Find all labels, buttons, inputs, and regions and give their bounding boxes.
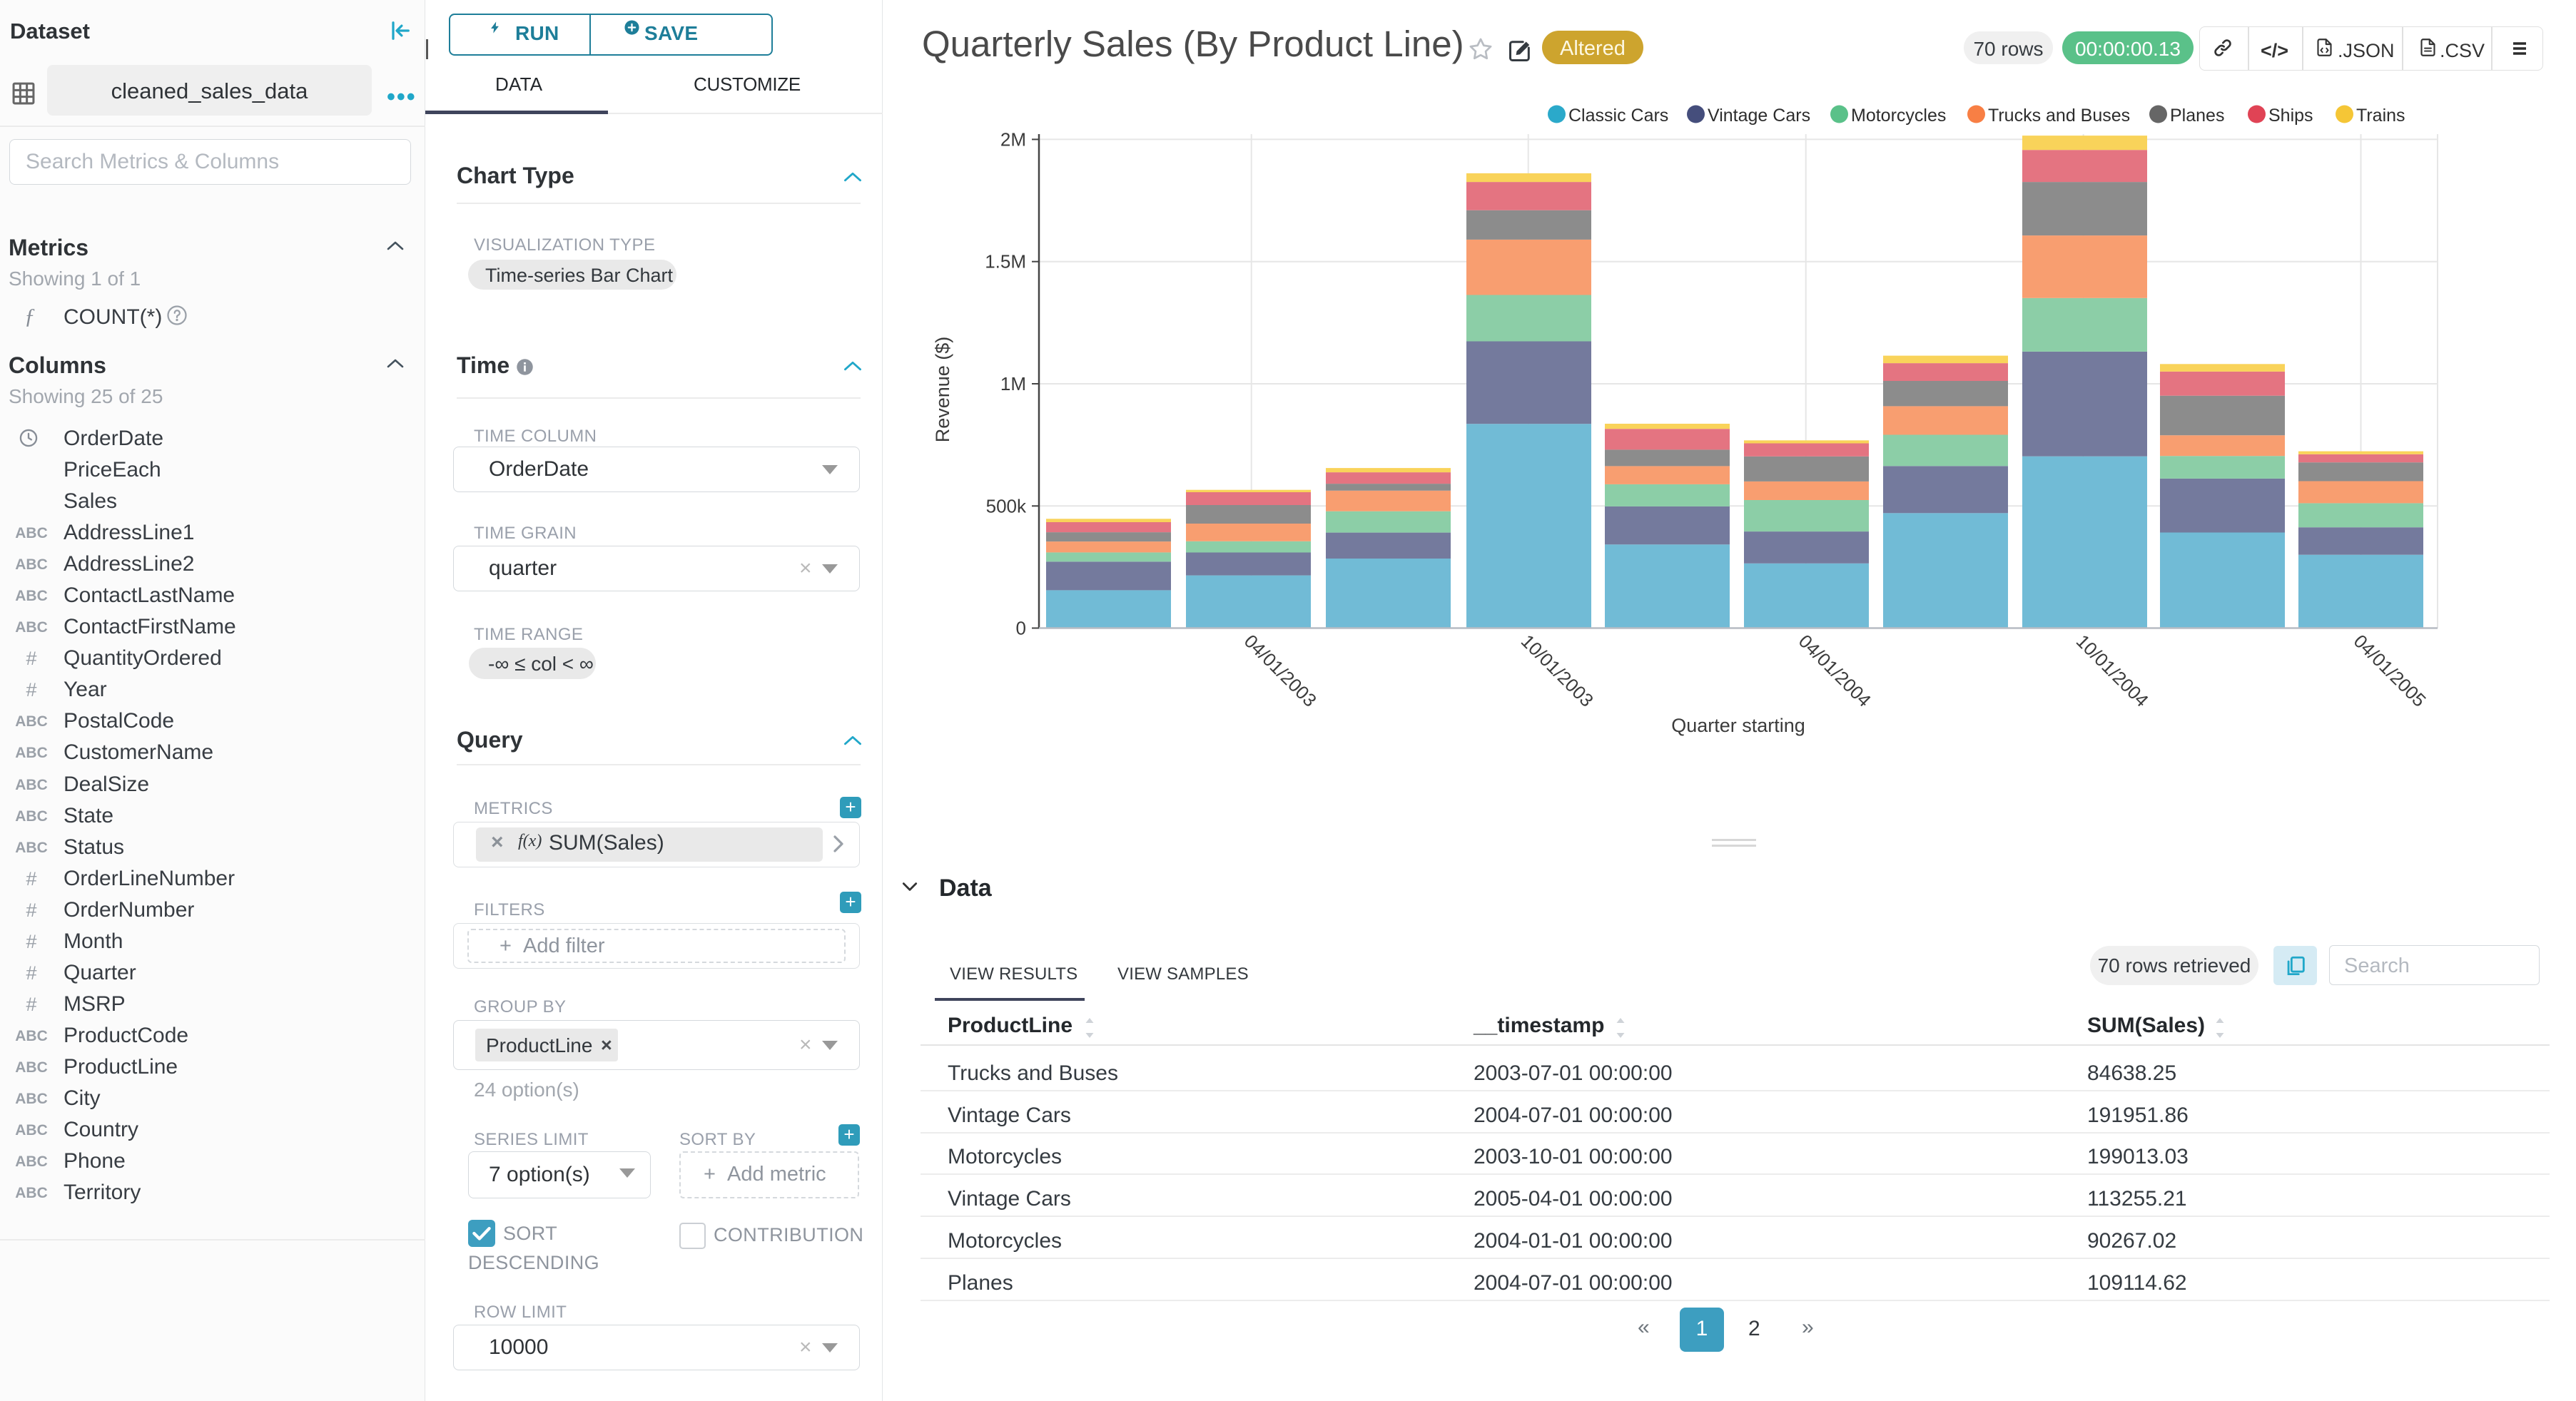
svg-text:Vintage Cars: Vintage Cars bbox=[1708, 106, 1810, 126]
svg-text:10/01/2004: 10/01/2004 bbox=[2072, 630, 2153, 710]
svg-text:1M: 1M bbox=[1000, 373, 1026, 394]
svg-text:10/01/2003: 10/01/2003 bbox=[1517, 630, 1598, 710]
svg-text:04/01/2005: 04/01/2005 bbox=[2350, 630, 2430, 710]
svg-text:Quarter starting: Quarter starting bbox=[1671, 715, 1805, 736]
svg-text:2M: 2M bbox=[1000, 128, 1026, 150]
svg-text:0: 0 bbox=[1016, 618, 1026, 639]
svg-text:1.5M: 1.5M bbox=[985, 251, 1026, 272]
svg-text:Trucks and Buses: Trucks and Buses bbox=[1988, 106, 2130, 126]
svg-text:Planes: Planes bbox=[2170, 106, 2224, 126]
svg-text:04/01/2004: 04/01/2004 bbox=[1795, 630, 1875, 710]
svg-text:04/01/2003: 04/01/2003 bbox=[1240, 630, 1321, 710]
svg-text:500k: 500k bbox=[986, 495, 1027, 516]
svg-text:Revenue ($): Revenue ($) bbox=[932, 337, 953, 443]
svg-text:Classic Cars: Classic Cars bbox=[1568, 106, 1668, 126]
svg-text:Ships: Ships bbox=[2268, 106, 2313, 126]
svg-text:Trains: Trains bbox=[2356, 106, 2405, 126]
svg-text:Motorcycles: Motorcycles bbox=[1851, 106, 1946, 126]
